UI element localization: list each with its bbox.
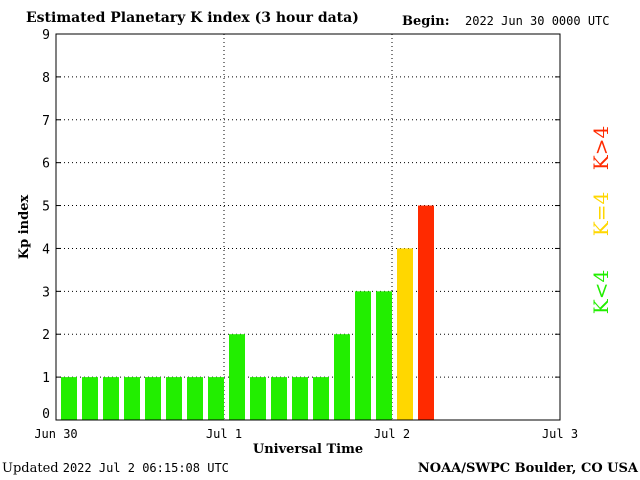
- kp-bar: [418, 205, 434, 420]
- kp-bar: [313, 377, 329, 420]
- updated-timestamp: 2022 Jul 2 06:15:08 UTC: [62, 461, 229, 475]
- kp-bar: [166, 377, 182, 420]
- plot-frame: [55, 33, 561, 421]
- legend-entry: K=4: [589, 192, 613, 236]
- legend-entry: K>4: [589, 126, 613, 170]
- x-ticks: Jun 30 Jul 1 Jul 2 Jul 3: [34, 427, 578, 441]
- x-tick-label: Jul 2: [374, 427, 410, 441]
- legend-entry: K<4: [589, 270, 613, 314]
- x-tick-label: Jul 3: [542, 427, 578, 441]
- kp-bar: [82, 377, 98, 420]
- chart-bars: [61, 205, 434, 420]
- kp-bar: [397, 248, 413, 420]
- x-tick-label: Jul 1: [206, 427, 242, 441]
- updated-label: Updated: [2, 461, 59, 476]
- y-tick-label: 7: [42, 114, 50, 129]
- kp-bar: [376, 291, 392, 420]
- kp-bar: [334, 334, 350, 420]
- kp-bar: [61, 377, 77, 420]
- y-tick-label: 1: [42, 371, 50, 386]
- kp-bar: [355, 291, 371, 420]
- y-tick-label: 9: [42, 28, 50, 43]
- kp-bar: [103, 377, 119, 420]
- x-axis-label: Universal Time: [253, 442, 363, 457]
- kp-bar: [229, 334, 245, 420]
- legend: K>4 K=4 K<4: [589, 126, 613, 314]
- begin-date: 2022 Jun 30 0000 UTC: [465, 14, 610, 28]
- footer-updated: Updated 2022 Jul 2 06:15:08 UTC: [2, 461, 229, 476]
- kp-bar: [292, 377, 308, 420]
- kp-bar: [271, 377, 287, 420]
- y-tick-label: 2: [42, 328, 50, 343]
- x-tick-label: Jun 30: [34, 427, 77, 441]
- kp-bar: [208, 377, 224, 420]
- y-tick-label: 4: [42, 242, 50, 257]
- kp-bar: [124, 377, 140, 420]
- chart-grid: [56, 34, 560, 420]
- kp-bar: [187, 377, 203, 420]
- kp-bar: [250, 377, 266, 420]
- chart-title: Estimated Planetary K index (3 hour data…: [26, 10, 359, 26]
- y-tick-label: 5: [42, 200, 50, 215]
- footer-source: NOAA/SWPC Boulder, CO USA: [417, 461, 638, 476]
- begin-label: Begin:: [402, 14, 450, 29]
- y-tick-label: 0: [42, 407, 50, 422]
- y-tick-label: 3: [42, 285, 50, 300]
- y-axis-label: Kp index: [17, 195, 32, 260]
- y-tick-label: 8: [42, 71, 50, 86]
- kp-bar: [145, 377, 161, 420]
- y-tick-label: 6: [42, 157, 50, 172]
- y-ticks: 0 1 2 3 4 5 6 7 8 9: [42, 28, 560, 422]
